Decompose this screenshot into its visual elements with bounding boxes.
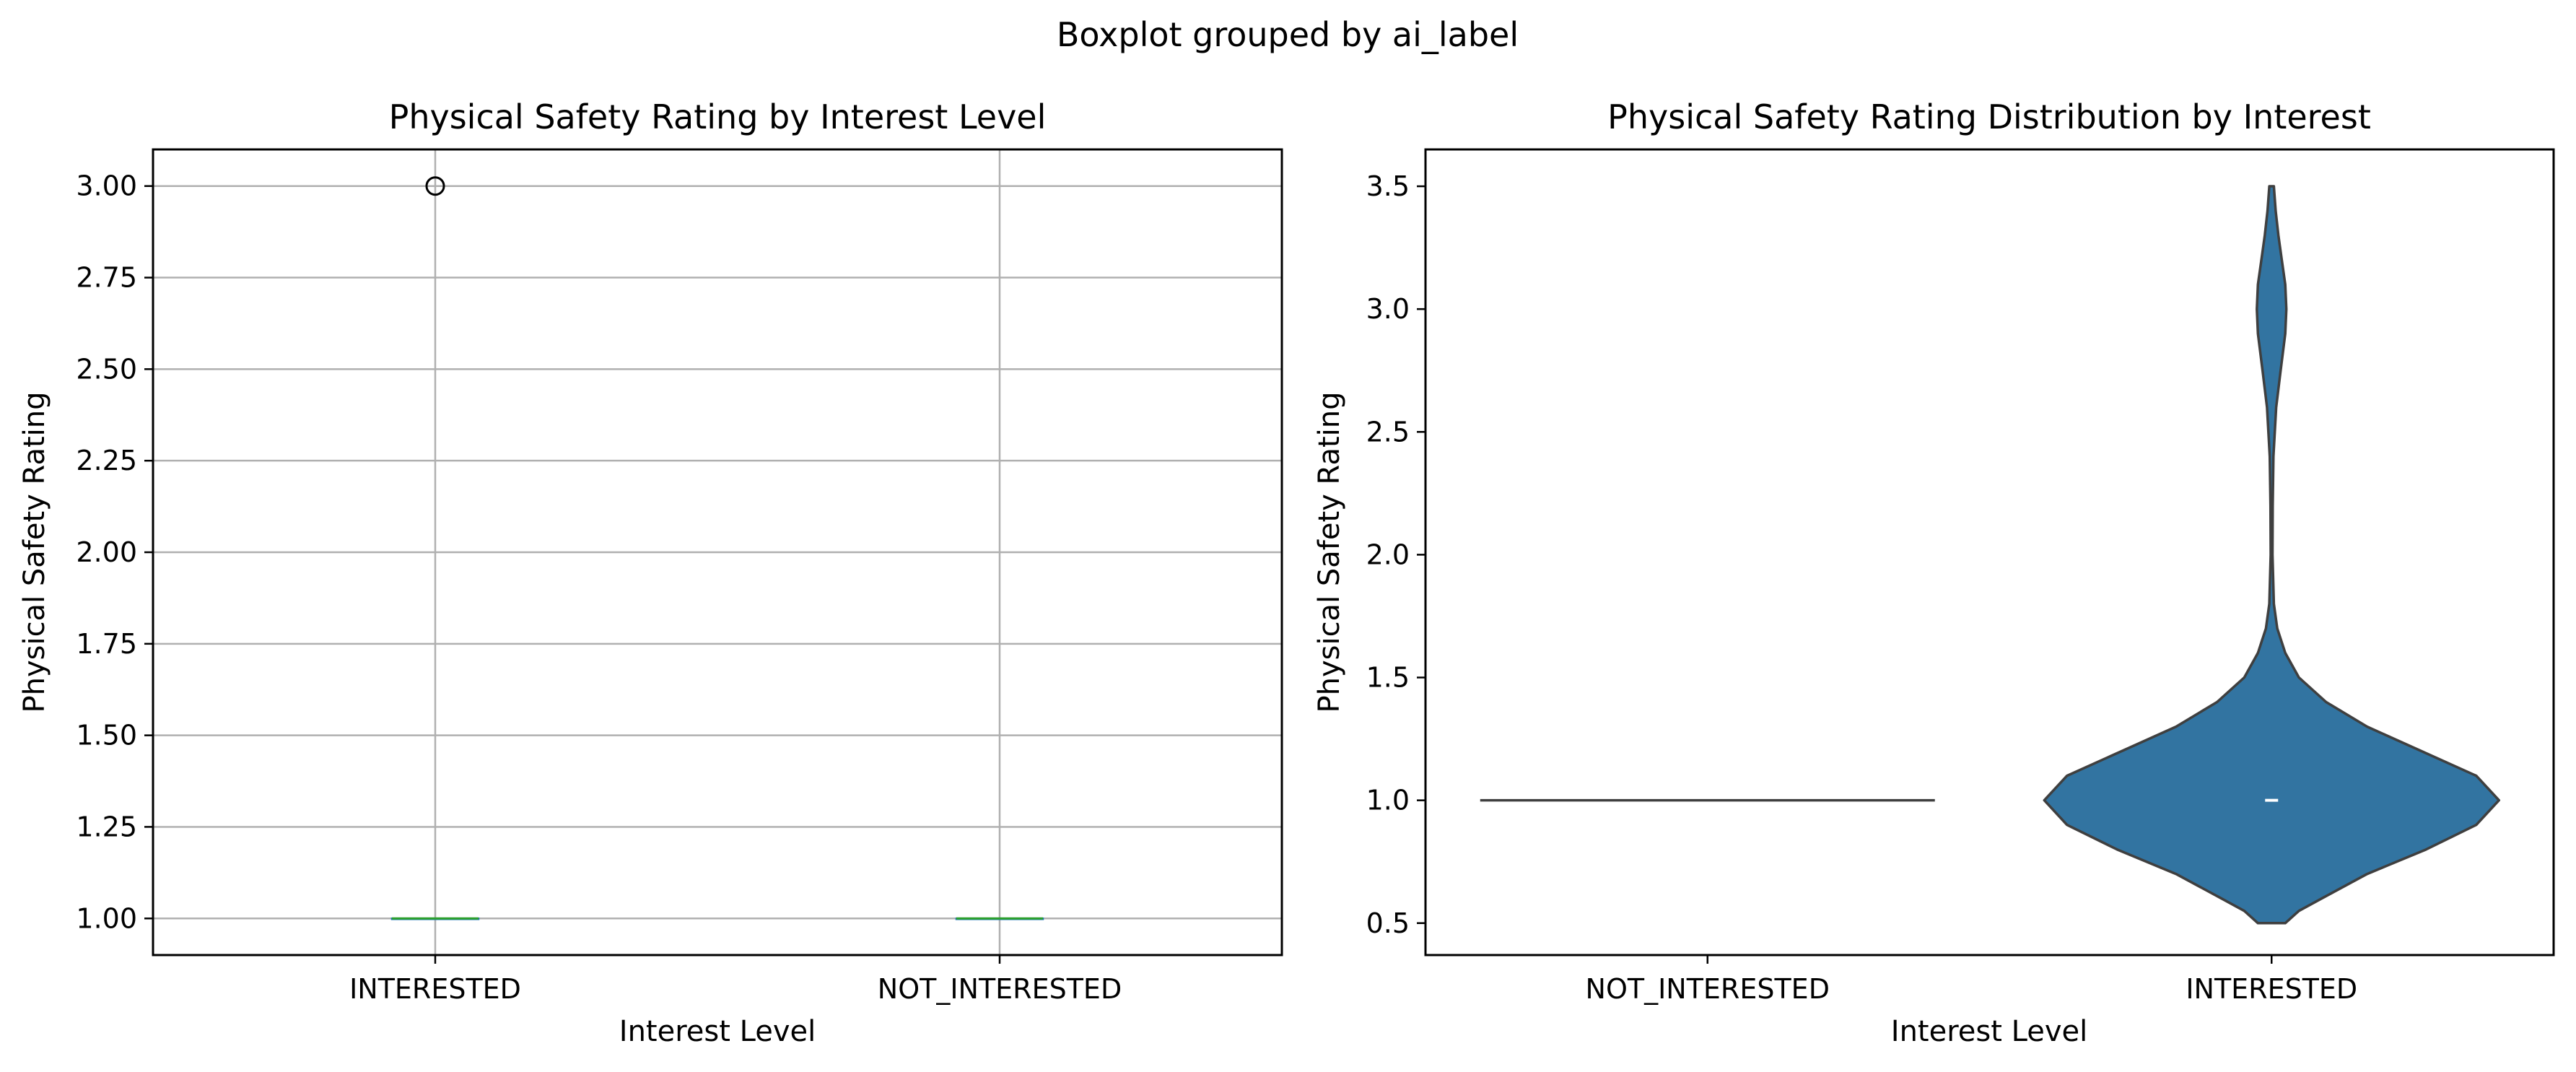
violin-body [2043,185,2501,925]
y-tick-label: 2.0 [1366,539,1410,570]
boxplot-xlabel: Interest Level [619,1015,816,1048]
y-tick-label: 3.0 [1366,293,1410,325]
x-tick-label: NOT_INTERESTED [878,973,1122,1005]
violin-title: Physical Safety Rating Distribution by I… [1607,97,2371,136]
boxplot-y-ticks: 1.00 1.25 1.50 1.75 2.00 2.25 2.50 2.75 3.00 [76,170,153,934]
boxplot-marks [390,176,1044,920]
y-tick-label: 1.75 [76,628,137,660]
y-tick-label: 2.25 [76,445,137,476]
y-tick-label: 2.50 [76,353,137,385]
violin-axes-frame [1424,148,2555,956]
violin-y-ticks: 0.5 1.0 1.5 2.0 2.5 3.0 3.5 [1366,170,1425,939]
boxplot-grid [153,149,1282,955]
y-tick-label: 0.5 [1366,907,1410,939]
y-tick-label: 1.50 [76,720,137,751]
violin-marks [1480,185,2501,925]
boxplot-title: Physical Safety Rating by Interest Level [389,97,1047,136]
y-tick-label: 1.00 [76,902,137,934]
y-tick-label: 1.0 [1366,785,1410,816]
y-tick-label: 3.5 [1366,170,1410,202]
boxplot-panel: Physical Safety Rating by Interest Level… [18,97,1283,1048]
y-tick-label: 1.5 [1366,662,1410,694]
figure-suptitle: Boxplot grouped by ai_label [1057,15,1519,54]
violin-xlabel: Interest Level [1891,1015,2087,1048]
y-tick-label: 1.25 [76,811,137,842]
violin-panel: Physical Safety Rating Distribution by I… [1313,97,2555,1048]
y-tick-label: 2.75 [76,262,137,294]
violin-ylabel: Physical Safety Rating [1313,391,1346,713]
y-tick-label: 2.5 [1366,416,1410,448]
violin-x-ticks: NOT_INTERESTED INTERESTED [1586,955,2357,1005]
boxplot-x-ticks: INTERESTED NOT_INTERESTED [349,955,1122,1005]
y-tick-label: 2.00 [76,536,137,568]
boxplot-ylabel: Physical Safety Rating [18,391,51,713]
x-tick-label: INTERESTED [349,973,521,1005]
x-tick-label: NOT_INTERESTED [1586,973,1830,1005]
x-tick-label: INTERESTED [2186,973,2357,1005]
y-tick-label: 3.00 [76,170,137,202]
box-outlier [425,176,445,196]
